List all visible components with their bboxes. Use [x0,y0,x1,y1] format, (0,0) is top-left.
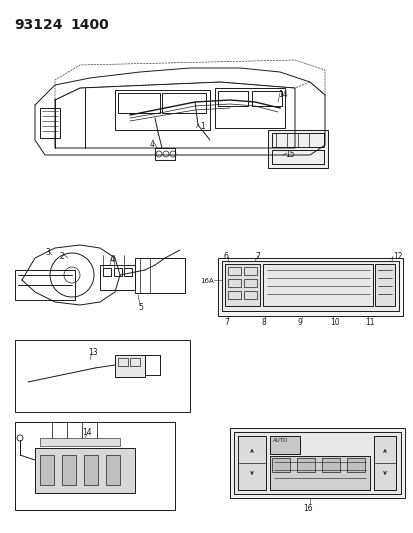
Bar [218,91,247,106]
Text: 4: 4 [150,140,154,149]
Bar [243,267,256,275]
Text: 1: 1 [199,122,204,131]
Bar [269,456,369,490]
Bar [40,438,120,446]
Bar [243,291,256,299]
Text: 4: 4 [110,255,114,264]
Bar [271,458,289,472]
Bar [262,264,372,306]
Bar [115,90,209,130]
Bar [230,428,404,498]
Text: 2: 2 [60,252,64,261]
Bar [115,355,145,377]
Text: 3: 3 [45,248,50,257]
Bar [233,432,400,494]
Bar [271,150,323,164]
Bar [373,436,395,490]
Bar [252,91,281,106]
Bar [35,448,135,493]
Bar [106,455,120,485]
Text: 7: 7 [223,318,228,327]
Bar [243,279,256,287]
Text: 9: 9 [297,318,302,327]
Text: 6: 6 [223,252,228,261]
Bar [130,358,140,366]
Bar [267,130,327,168]
Bar [62,455,76,485]
Bar [154,148,175,160]
Bar [40,455,54,485]
Text: 13: 13 [88,348,97,357]
Text: 14: 14 [82,428,91,437]
Bar [228,267,240,275]
Bar [221,261,398,311]
Text: AUTO: AUTO [272,438,287,443]
Text: 10: 10 [329,318,339,327]
Text: 93124: 93124 [14,18,62,32]
Bar [161,93,206,113]
Bar [346,458,364,472]
Bar [103,268,111,276]
Bar [118,93,159,113]
Text: 7: 7 [254,252,259,261]
Bar [114,268,122,276]
Bar [218,258,402,316]
Bar [237,436,266,490]
Text: 1400: 1400 [70,18,109,32]
Bar [100,265,135,290]
Bar [15,270,75,300]
Text: 5: 5 [138,303,142,312]
Bar [228,291,240,299]
Bar [15,340,190,412]
Bar [271,133,323,147]
Bar [321,458,339,472]
Bar [224,264,259,306]
Text: 12: 12 [392,252,401,261]
Bar [118,358,128,366]
Bar [228,279,240,287]
Bar [214,88,284,128]
Text: 16: 16 [302,504,312,513]
Bar [296,458,314,472]
Bar [269,436,299,454]
Bar [124,268,132,276]
Bar [135,258,185,293]
Text: 14: 14 [277,90,287,99]
Bar [15,422,175,510]
Text: 11: 11 [364,318,374,327]
Text: 15: 15 [284,150,294,159]
Text: 8: 8 [261,318,266,327]
Text: 16A: 16A [199,278,213,284]
Bar [84,455,98,485]
Bar [40,108,60,138]
Bar [374,264,394,306]
